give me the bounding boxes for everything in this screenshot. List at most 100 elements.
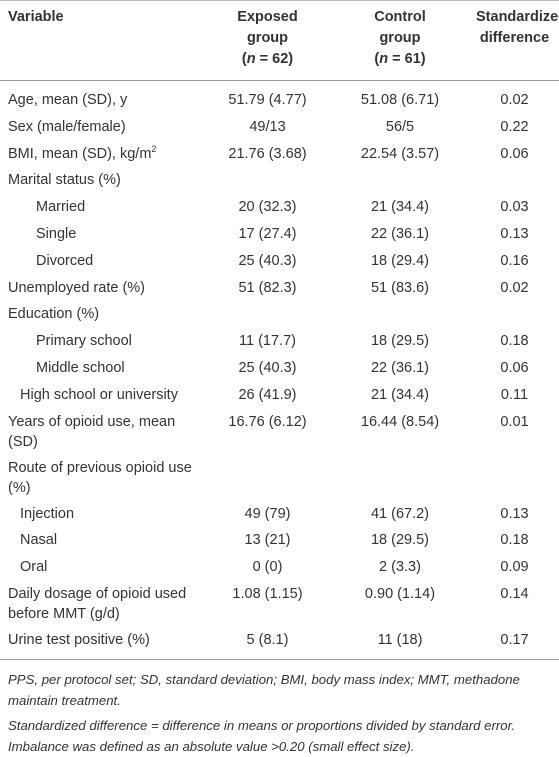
cell: Single [36,225,77,242]
cell: 1.08 (1.15) [232,585,303,602]
cell: 0.06 [500,145,529,162]
cell: 22 (36.1) [370,225,430,242]
cell: Unemployed rate (%) [8,279,145,296]
cell: 49/13 [249,118,286,135]
cell: 0.18 [500,532,529,549]
footnote: Standardized difference = difference in … [8,717,516,754]
cell: Nasal [20,532,58,549]
table-row: Unemployed rate (%) 51 (82.3) 51 (83.6) 0.0… [0,275,559,302]
header-cell: Variable [0,0,205,81]
cell: 0.09 [500,559,529,576]
cell-text: BMI, mean (SD), kg/m [8,145,152,162]
cell: 0.02 [500,92,529,108]
empty-cell [330,301,470,328]
header-cell: Exposed group (n = 62) [205,0,330,81]
cell: 17 (27.4) [238,225,297,242]
cell: 0.16 [500,252,529,269]
cell: Middle school [36,359,125,376]
empty-cell [205,455,330,501]
table-row: Sex (male/female) 49/13 56/5 0.22 [0,114,559,141]
header-line: Standardized [476,9,559,25]
header-row: Variable Exposed group (n = 62) Control gro… [0,0,559,81]
empty-cell [330,167,470,194]
cell: Urine test positive (%) [0,626,205,660]
cell: 51.08 (6.71) [360,92,440,108]
cell: 0.13 [500,225,529,242]
table-row: Nasal 13 (21) 18 (29.5) 0.18 [0,527,559,554]
cell: Age, mean (SD), y [8,92,128,108]
cell: 5 (8.1) [205,626,330,660]
cell: Married [36,199,86,216]
header-line: difference [479,30,550,46]
cell: 0.02 [500,279,529,296]
cell: Sex (male/female) [8,118,126,135]
header-line: Exposed [237,9,298,25]
cell: 51 (83.6) [370,279,430,296]
table-row: Route of previous opioid use (%) [0,455,559,501]
header-n: = 62) [255,51,294,67]
table-row: Primary school 11 (17.7) 18 (29.5) 0.18 [0,328,559,355]
cell: 0 (0) [252,559,283,576]
cell: 0.01 [500,413,529,430]
header-n: n [246,51,256,67]
cell: 25 (40.3) [238,359,297,376]
cell: 16.76 (6.12) [228,413,307,430]
cell: Divorced [36,252,94,269]
empty-cell [205,301,330,328]
footnote: PPS, per protocol set; SD, standard devi… [8,671,520,708]
table-row: High school or university 26 (41.9) 21 (34… [0,382,559,409]
cell: 0.17 [470,626,559,660]
cell: BMI, mean (SD), kg/m2 [0,141,205,168]
empty-cell [470,301,559,328]
footnotes: PPS, per protocol set; SD, standard devi… [0,660,559,757]
table-row: Married 20 (32.3) 21 (34.4) 0.03 [0,194,559,221]
table-row: Divorced 25 (40.3) 18 (29.4) 0.16 [0,248,559,275]
header-n: = 61) [388,51,426,67]
cell: 18 (29.4) [370,252,430,269]
cell: 0.13 [500,505,529,522]
cell: High school or university [20,386,178,403]
table-row: Age, mean (SD), y 51.79 (4.77) 51.08 (6.71… [0,81,559,114]
cell: 0.03 [500,199,529,216]
header-line: Control [374,9,426,25]
cell: 2 (3.3) [379,559,421,576]
cell: Years of opioid use, mean (SD) [8,413,176,450]
empty-cell [470,455,559,501]
cell: 0.06 [500,359,529,376]
table-row: Marital status (%) [0,167,559,194]
cell: 21.76 (3.68) [228,145,307,162]
cell: Route of previous opioid use (%) [8,459,192,496]
cell: 51 (82.3) [238,279,297,296]
cell: 13 (21) [244,532,291,549]
cell: 0.11 [500,386,529,403]
header-n: ( [374,51,380,67]
cell: 0.90 (1.14) [364,585,436,602]
cell: 51.79 (4.77) [228,92,307,108]
header-n: ( [241,51,247,67]
header-cell: Standardized difference [470,0,559,81]
cell: 11 (17.7) [239,333,296,350]
header-line: group [246,30,289,46]
cell: 18 (29.5) [370,333,430,350]
cell: 41 (67.2) [370,505,430,522]
table-row: BMI, mean (SD), kg/m2 21.76 (3.68) 22.54 (… [0,141,559,168]
empty-cell [205,167,330,194]
cell: Daily dosage of opioid used before MMT (… [8,585,187,622]
header-cell: Control group (n = 61) [330,0,470,81]
table-row: Years of opioid use, mean (SD) 16.76 (6.1… [0,409,559,455]
cell: Primary school [36,333,132,350]
cell: 21 (34.4) [370,199,430,216]
cell: 22 (36.1) [370,359,430,376]
table-row: Urine test positive (%) 5 (8.1) 11 (18) 0.1… [0,626,559,660]
cell: 0.18 [500,333,529,350]
header-line: group [379,30,421,46]
cell: 21 (34.4) [370,386,430,403]
cell: Injection [20,505,75,522]
empty-cell [330,455,470,501]
cell: 11 (18) [330,626,470,660]
table-row: Oral 0 (0) 2 (3.3) 0.09 [0,554,559,581]
cell: Education (%) [8,306,100,323]
superscript: 2 [151,143,157,154]
cell: 56/5 [385,118,415,135]
table-row: Daily dosage of opioid used before MMT (… [0,581,559,627]
